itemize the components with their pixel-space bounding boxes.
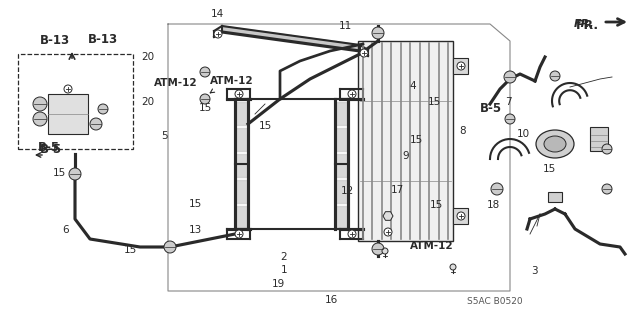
- Text: 15: 15: [543, 164, 556, 174]
- Polygon shape: [274, 33, 291, 41]
- Polygon shape: [326, 40, 343, 48]
- Text: 20: 20: [141, 97, 154, 107]
- Circle shape: [200, 94, 210, 104]
- Text: 10: 10: [517, 129, 531, 139]
- Polygon shape: [291, 35, 308, 44]
- Polygon shape: [308, 38, 326, 46]
- Text: B-5: B-5: [480, 102, 502, 115]
- Text: 12: 12: [340, 186, 354, 197]
- Bar: [453, 208, 468, 224]
- Circle shape: [457, 62, 465, 70]
- Circle shape: [164, 241, 176, 253]
- Text: 15: 15: [52, 168, 66, 178]
- Text: FR.: FR.: [576, 19, 599, 32]
- Circle shape: [384, 228, 392, 236]
- Circle shape: [98, 104, 108, 114]
- Circle shape: [602, 144, 612, 154]
- Text: B-5: B-5: [38, 141, 60, 154]
- Polygon shape: [335, 180, 348, 203]
- Circle shape: [504, 71, 516, 83]
- Circle shape: [235, 90, 243, 98]
- Circle shape: [360, 49, 368, 57]
- Text: B-13: B-13: [88, 33, 118, 46]
- Text: 15: 15: [198, 103, 212, 114]
- Text: ATM-12: ATM-12: [154, 78, 197, 88]
- Polygon shape: [235, 154, 248, 177]
- Polygon shape: [239, 28, 257, 37]
- Polygon shape: [235, 128, 248, 151]
- Polygon shape: [235, 102, 248, 125]
- Polygon shape: [335, 128, 348, 151]
- Text: 5: 5: [161, 130, 168, 141]
- Ellipse shape: [536, 130, 574, 158]
- Text: 15: 15: [259, 121, 273, 131]
- Text: 20: 20: [141, 52, 154, 63]
- Circle shape: [602, 184, 612, 194]
- Circle shape: [450, 264, 456, 270]
- Circle shape: [491, 183, 503, 195]
- Bar: [18, 54, 133, 149]
- Text: B-5: B-5: [40, 144, 62, 156]
- Text: 3: 3: [531, 266, 538, 276]
- Polygon shape: [257, 31, 274, 39]
- Circle shape: [33, 97, 47, 111]
- Text: 6: 6: [63, 225, 69, 235]
- Ellipse shape: [544, 136, 566, 152]
- Circle shape: [550, 71, 560, 81]
- Polygon shape: [335, 154, 348, 177]
- Circle shape: [64, 85, 72, 93]
- Circle shape: [382, 248, 388, 254]
- Polygon shape: [383, 212, 393, 220]
- Text: 13: 13: [189, 225, 202, 235]
- Text: 2: 2: [280, 252, 287, 262]
- Polygon shape: [235, 206, 248, 229]
- Circle shape: [235, 230, 243, 238]
- Polygon shape: [235, 180, 248, 203]
- Text: 11: 11: [339, 20, 353, 31]
- Text: 15: 15: [428, 97, 441, 107]
- Polygon shape: [335, 102, 348, 125]
- Circle shape: [348, 230, 356, 238]
- Polygon shape: [335, 206, 348, 229]
- Text: 7: 7: [506, 97, 512, 107]
- Text: 18: 18: [486, 200, 500, 210]
- Bar: [48, 94, 88, 134]
- Polygon shape: [222, 26, 239, 34]
- Bar: [453, 58, 468, 74]
- Text: 17: 17: [390, 185, 404, 195]
- Circle shape: [505, 114, 515, 124]
- Circle shape: [348, 90, 356, 98]
- Text: 14: 14: [211, 9, 225, 19]
- Circle shape: [200, 67, 210, 77]
- Circle shape: [33, 112, 47, 126]
- Circle shape: [90, 118, 102, 130]
- Bar: [358, 41, 453, 241]
- Text: B-13: B-13: [40, 34, 70, 48]
- Circle shape: [69, 168, 81, 180]
- Text: 1: 1: [280, 264, 287, 275]
- Text: ATM-12: ATM-12: [410, 241, 453, 251]
- Polygon shape: [343, 43, 360, 51]
- Circle shape: [372, 27, 384, 39]
- Bar: [548, 192, 562, 202]
- Text: S5AC B0520: S5AC B0520: [467, 297, 523, 306]
- Text: 19: 19: [272, 279, 285, 289]
- Text: 9: 9: [402, 151, 408, 161]
- Text: 15: 15: [410, 135, 423, 145]
- Circle shape: [214, 30, 222, 38]
- Text: 4: 4: [410, 81, 416, 91]
- Circle shape: [372, 243, 384, 255]
- Text: 15: 15: [124, 245, 137, 256]
- Text: 15: 15: [189, 199, 202, 209]
- Text: 8: 8: [460, 126, 466, 136]
- Text: FR.: FR.: [574, 19, 595, 29]
- Text: 16: 16: [325, 295, 339, 305]
- Text: ATM-12: ATM-12: [210, 76, 253, 86]
- Bar: [590, 127, 608, 151]
- Text: 15: 15: [430, 200, 444, 210]
- Circle shape: [457, 212, 465, 220]
